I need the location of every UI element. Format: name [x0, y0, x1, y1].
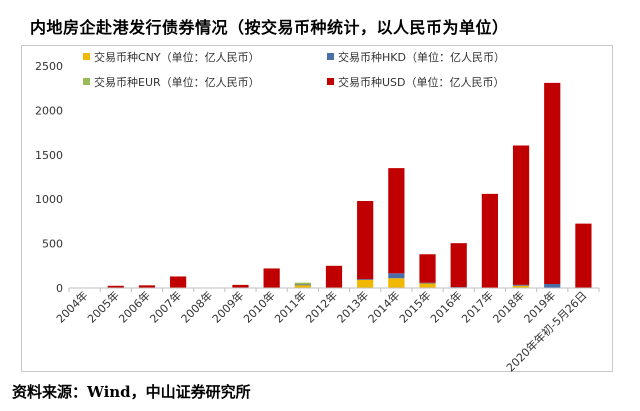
- y-tick-label: 500: [42, 238, 63, 251]
- x-tick-label: 2010年: [240, 288, 277, 325]
- x-tick-label: 2008年: [178, 288, 215, 325]
- legend-label: 交易币种CNY（单位：亿人民币）: [94, 50, 260, 64]
- bar-segment: [419, 254, 436, 283]
- chart-title: 内地房企赴港发行债券情况（按交易币种统计，以人民币为单位）: [30, 18, 509, 37]
- bar-segment: [575, 223, 592, 288]
- x-tick-label: 2011年: [271, 288, 308, 325]
- y-tick-label: 1000: [35, 193, 63, 206]
- x-tick-label: 2014年: [365, 288, 402, 325]
- x-tick-label: 2009年: [209, 288, 246, 325]
- y-tick-label: 2000: [35, 104, 63, 117]
- x-tick-label: 2018年: [490, 288, 527, 325]
- x-tick-label: 2013年: [334, 288, 371, 325]
- legend-swatch: [83, 78, 90, 85]
- x-tick-label: 2015年: [396, 288, 433, 325]
- legend-label: 交易币种EUR（单位：亿人民币）: [94, 75, 260, 89]
- source-note: 资料来源：Wind，中山证券研究所: [12, 383, 251, 401]
- bar-segment: [325, 265, 343, 288]
- bar-segment: [419, 283, 436, 288]
- y-tick-label: 1500: [35, 149, 63, 162]
- y-axis: 0 500 1000 1500 2000 2500: [35, 60, 63, 295]
- bar-segment: [357, 200, 374, 280]
- bars: [76, 82, 592, 289]
- bar-segment: [294, 284, 311, 286]
- bar-segment: [512, 285, 530, 288]
- bar-segment: [107, 285, 124, 288]
- y-tick-label: 0: [56, 282, 63, 295]
- bar-segment: [294, 282, 311, 285]
- bar-segment: [544, 82, 561, 284]
- x-tick-label: 2017年: [459, 288, 496, 325]
- bar-segment: [388, 278, 405, 288]
- bar-segment: [512, 284, 530, 286]
- legend: 交易币种CNY（单位：亿人民币） 交易币种HKD（单位：亿人民币） 交易币种EUR（…: [83, 50, 505, 89]
- bar-segment: [357, 279, 374, 288]
- bar-segment: [357, 279, 374, 280]
- legend-swatch: [83, 53, 90, 60]
- x-tick-label: 2006年: [116, 288, 153, 325]
- x-tick-label: 2016年: [427, 288, 464, 325]
- bar-segment: [388, 273, 405, 279]
- legend-swatch: [327, 78, 334, 85]
- bar-segment: [512, 145, 530, 285]
- legend-label: 交易币种USD（单位：亿人民币）: [338, 75, 505, 89]
- stacked-bar-chart: 交易币种CNY（单位：亿人民币） 交易币种HKD（单位：亿人民币） 交易币种EUR（…: [35, 50, 600, 372]
- y-tick-label: 2500: [35, 60, 63, 73]
- bar-segment: [263, 268, 280, 288]
- bar-segment: [138, 285, 156, 288]
- x-axis: 2004年2005年2006年2007年2008年2009年2010年2011年…: [53, 287, 600, 372]
- x-tick-label: 2005年: [84, 288, 121, 325]
- bar-segment: [450, 243, 467, 288]
- bar-segment: [544, 284, 561, 288]
- legend-swatch: [327, 53, 334, 60]
- bar-segment: [170, 276, 187, 288]
- bar-segment: [481, 193, 498, 288]
- legend-label: 交易币种HKD（单位：亿人民币）: [338, 50, 505, 64]
- bar-segment: [388, 168, 405, 274]
- bar-segment: [294, 284, 311, 288]
- bar-segment: [419, 282, 436, 284]
- x-tick-label: 2012年: [303, 288, 340, 325]
- bar-segment: [232, 284, 249, 288]
- x-tick-label: 2007年: [147, 288, 184, 325]
